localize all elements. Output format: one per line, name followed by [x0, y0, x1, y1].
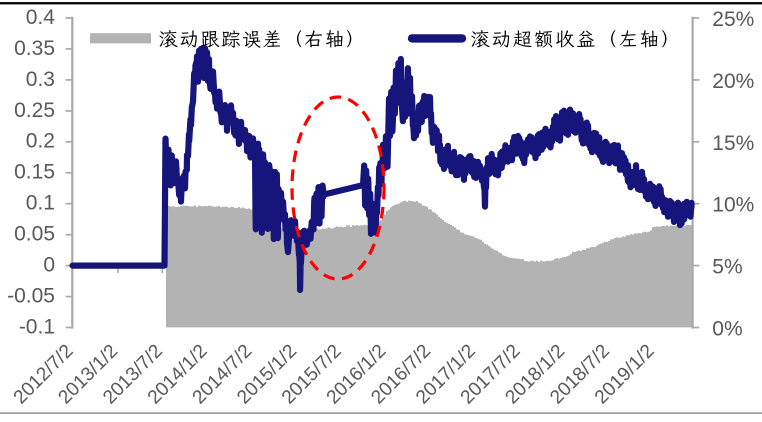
svg-text:0.1: 0.1	[26, 192, 55, 215]
svg-text:0%: 0%	[712, 318, 742, 341]
svg-text:0.15: 0.15	[14, 161, 55, 184]
svg-text:0.4: 0.4	[26, 6, 56, 29]
svg-text:0.05: 0.05	[14, 223, 55, 246]
svg-text:0.35: 0.35	[14, 37, 55, 60]
svg-text:15%: 15%	[712, 132, 754, 155]
svg-text:0.2: 0.2	[26, 130, 55, 153]
svg-text:5%: 5%	[712, 256, 742, 279]
svg-text:-0.1: -0.1	[19, 315, 55, 338]
svg-text:10%: 10%	[712, 194, 754, 217]
svg-text:0: 0	[43, 254, 55, 277]
svg-text:25%: 25%	[712, 8, 754, 31]
svg-text:20%: 20%	[712, 70, 754, 93]
svg-text:-0.05: -0.05	[7, 284, 55, 307]
svg-text:0.25: 0.25	[14, 99, 55, 122]
svg-text:0.3: 0.3	[26, 68, 55, 91]
